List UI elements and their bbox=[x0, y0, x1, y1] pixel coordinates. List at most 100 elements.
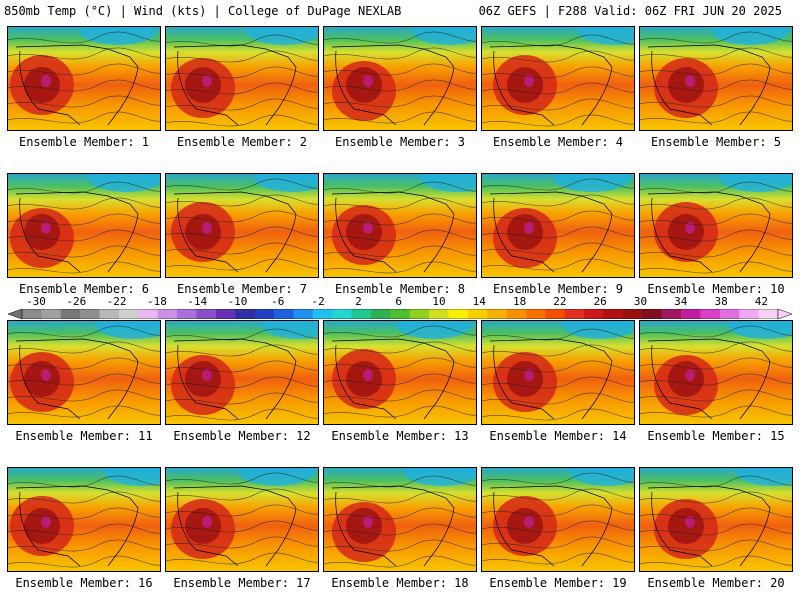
ensemble-member-label: Ensemble Member: 9 bbox=[492, 282, 624, 296]
colorbar-segment bbox=[526, 309, 546, 319]
colorbar-segment bbox=[603, 309, 624, 319]
ensemble-member-label: Ensemble Member: 11 bbox=[15, 429, 153, 443]
colorbar-segment bbox=[196, 309, 217, 319]
colorbar-segment bbox=[312, 309, 333, 319]
colorbar-segment bbox=[429, 309, 449, 319]
colorbar-segment bbox=[274, 309, 294, 319]
colorbar-tick-label: -18 bbox=[146, 295, 167, 308]
colorbar-segment bbox=[254, 309, 275, 319]
colorbar-segment bbox=[138, 309, 159, 319]
colorbar-tick-label: -26 bbox=[66, 295, 87, 308]
colorbar-tick-label: 22 bbox=[553, 295, 567, 308]
ensemble-member-label: Ensemble Member: 14 bbox=[489, 429, 627, 443]
colorbar-segment bbox=[99, 309, 120, 319]
ensemble-member-label: Ensemble Member: 5 bbox=[650, 135, 782, 149]
ensemble-member-label: Ensemble Member: 17 bbox=[173, 576, 311, 590]
colorbar-segment bbox=[564, 309, 585, 319]
ensemble-member-label: Ensemble Member: 18 bbox=[331, 576, 469, 590]
colorbar-tick-label: 42 bbox=[754, 295, 769, 308]
colorbar-segment bbox=[60, 309, 81, 319]
ensemble-map-7 bbox=[165, 173, 319, 278]
ensemble-map-13 bbox=[323, 320, 477, 425]
colorbar-tick-label: -30 bbox=[26, 295, 46, 308]
temperature-colorbar bbox=[8, 309, 792, 319]
colorbar-tick-label: -22 bbox=[106, 295, 127, 308]
colorbar-segment bbox=[719, 309, 740, 319]
ensemble-map-16 bbox=[7, 467, 161, 572]
colorbar-segment bbox=[332, 309, 353, 319]
colorbar-tick-label: 18 bbox=[512, 295, 527, 308]
colorbar-segment bbox=[739, 309, 760, 319]
ensemble-member-label: Ensemble Member: 8 bbox=[334, 282, 466, 296]
ensemble-map-18 bbox=[323, 467, 477, 572]
colorbar-segment bbox=[661, 309, 682, 319]
ensemble-member-label: Ensemble Member: 3 bbox=[334, 135, 466, 149]
ensemble-member-label: Ensemble Member: 13 bbox=[331, 429, 469, 443]
colorbar-segment bbox=[545, 309, 566, 319]
ensemble-map-11 bbox=[7, 320, 161, 425]
colorbar-segment bbox=[235, 309, 256, 319]
ensemble-map-10 bbox=[639, 173, 793, 278]
ensemble-member-label: Ensemble Member: 19 bbox=[489, 576, 627, 590]
colorbar-segment bbox=[409, 309, 430, 319]
ensemble-map-3 bbox=[323, 26, 477, 131]
colorbar-tick-label: 34 bbox=[674, 295, 688, 308]
colorbar-left-arrow bbox=[8, 309, 23, 319]
colorbar-tick-label: 38 bbox=[714, 295, 728, 308]
colorbar-tick-label: -2 bbox=[311, 295, 325, 308]
ensemble-member-label: Ensemble Member: 4 bbox=[492, 135, 624, 149]
colorbar-segment bbox=[700, 309, 721, 319]
colorbar-tick-label: 14 bbox=[472, 295, 486, 308]
colorbar-segment bbox=[642, 309, 663, 319]
colorbar-tick-label: -10 bbox=[227, 295, 248, 308]
ensemble-member-label: Ensemble Member: 16 bbox=[15, 576, 153, 590]
ensemble-map-15 bbox=[639, 320, 793, 425]
colorbar-tick-label: -6 bbox=[271, 295, 285, 308]
colorbar-segment bbox=[681, 309, 701, 319]
colorbar-segment bbox=[22, 309, 42, 319]
ensemble-member-label: Ensemble Member: 6 bbox=[18, 282, 150, 296]
header-title-left: 850mb Temp (°C) | Wind (kts) | College o… bbox=[4, 4, 402, 18]
colorbar-segment bbox=[157, 309, 178, 319]
ensemble-map-6 bbox=[7, 173, 161, 278]
ensemble-member-label: Ensemble Member: 12 bbox=[173, 429, 311, 443]
colorbar-tick-label: 26 bbox=[593, 295, 607, 308]
ensemble-map-19 bbox=[481, 467, 635, 572]
ensemble-map-12 bbox=[165, 320, 319, 425]
colorbar-segment bbox=[41, 309, 62, 319]
ensemble-member-label: Ensemble Member: 20 bbox=[647, 576, 785, 590]
ensemble-map-2 bbox=[165, 26, 319, 131]
colorbar-segment bbox=[622, 309, 643, 319]
ensemble-member-label: Ensemble Member: 2 bbox=[176, 135, 308, 149]
colorbar-segment bbox=[293, 309, 314, 319]
ensemble-map-20 bbox=[639, 467, 793, 572]
colorbar-segment bbox=[177, 309, 197, 319]
ensemble-member-label: Ensemble Member: 1 bbox=[18, 135, 150, 149]
colorbar-tick-label: 10 bbox=[432, 295, 446, 308]
colorbar-segment bbox=[506, 309, 527, 319]
colorbar-tick-label: 2 bbox=[355, 295, 362, 308]
colorbar-segment bbox=[390, 309, 411, 319]
colorbar-segment bbox=[487, 309, 508, 319]
colorbar-segment bbox=[80, 309, 101, 319]
ensemble-member-label: Ensemble Member: 15 bbox=[647, 429, 785, 443]
colorbar-segment bbox=[215, 309, 236, 319]
colorbar-segment bbox=[370, 309, 391, 319]
colorbar-segment bbox=[351, 309, 372, 319]
colorbar-tick-label: 6 bbox=[395, 295, 402, 308]
ensemble-map-1 bbox=[7, 26, 161, 131]
colorbar-segment bbox=[584, 309, 605, 319]
header-title-right: 06Z GEFS | F288 Valid: 06Z FRI JUN 20 20… bbox=[478, 4, 782, 18]
ensemble-member-label: Ensemble Member: 7 bbox=[176, 282, 308, 296]
colorbar-tick-label: 30 bbox=[633, 295, 648, 308]
ensemble-map-5 bbox=[639, 26, 793, 131]
ensemble-map-17 bbox=[165, 467, 319, 572]
colorbar-right-arrow bbox=[777, 309, 792, 319]
ensemble-member-label: Ensemble Member: 10 bbox=[647, 282, 785, 296]
colorbar-segment bbox=[448, 309, 469, 319]
ensemble-map-14 bbox=[481, 320, 635, 425]
ensemble-map-8 bbox=[323, 173, 477, 278]
ensemble-map-4 bbox=[481, 26, 635, 131]
ensemble-map-9 bbox=[481, 173, 635, 278]
colorbar-segment bbox=[118, 309, 139, 319]
